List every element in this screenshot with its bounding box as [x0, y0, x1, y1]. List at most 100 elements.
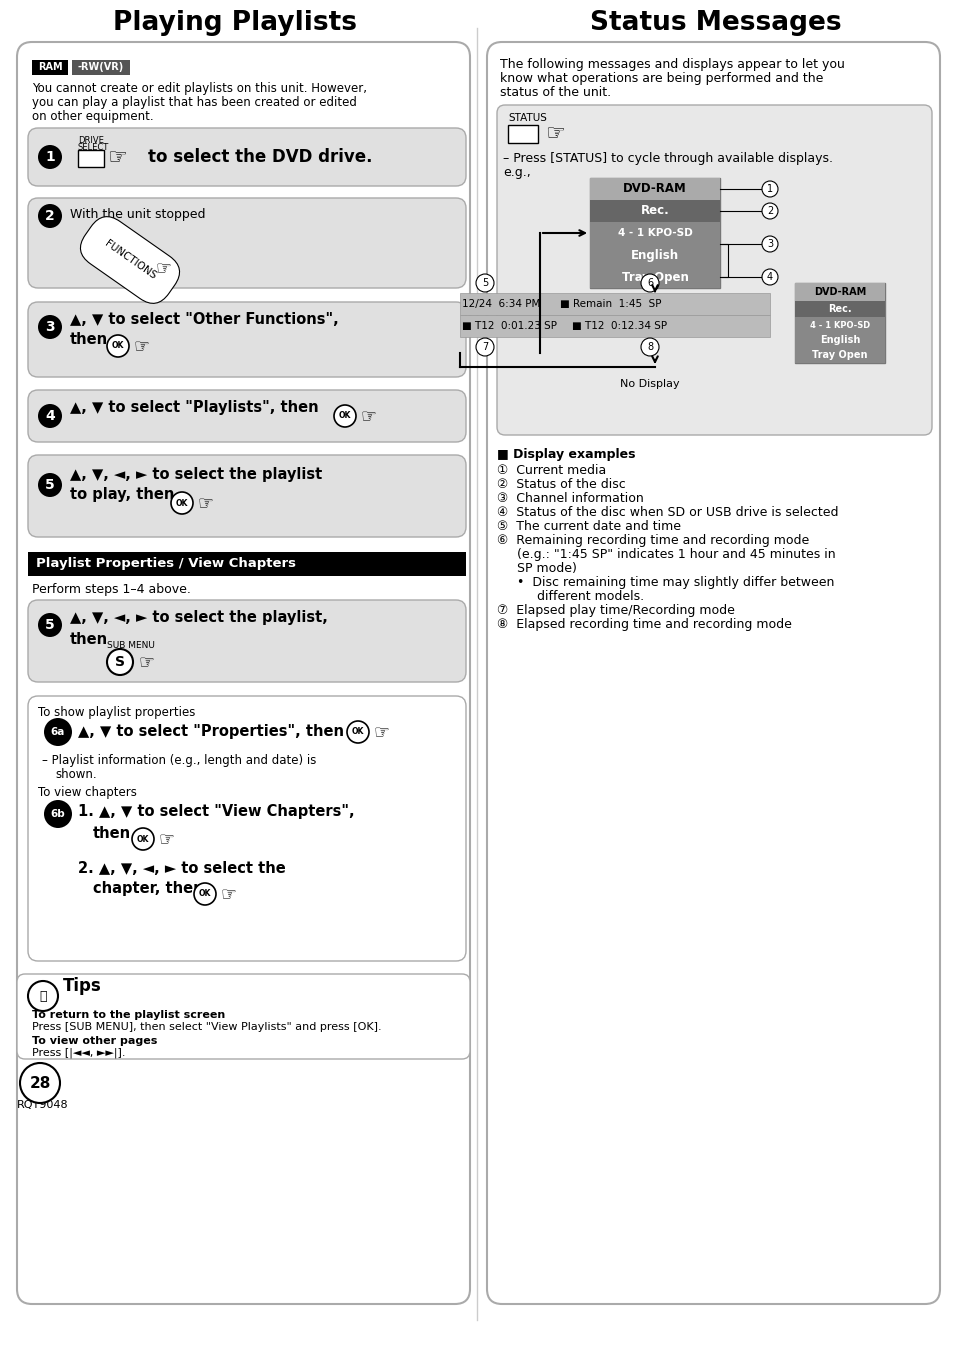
FancyBboxPatch shape [589, 245, 720, 266]
Text: RQT9048: RQT9048 [17, 1100, 69, 1111]
Text: ③  Channel information: ③ Channel information [497, 492, 643, 505]
Text: To view chapters: To view chapters [38, 786, 136, 798]
FancyBboxPatch shape [794, 332, 884, 349]
Circle shape [761, 181, 778, 197]
Text: FUNCTIONS: FUNCTIONS [102, 239, 157, 281]
FancyBboxPatch shape [507, 126, 537, 143]
FancyBboxPatch shape [589, 178, 720, 288]
Text: 2: 2 [45, 209, 55, 223]
Circle shape [761, 203, 778, 219]
Text: OK: OK [338, 412, 351, 420]
FancyBboxPatch shape [794, 349, 884, 363]
Circle shape [44, 800, 71, 828]
Circle shape [347, 721, 369, 743]
Text: you can play a playlist that has been created or edited: you can play a playlist that has been cr… [32, 96, 356, 109]
Text: ⑤  The current date and time: ⑤ The current date and time [497, 520, 680, 534]
Text: ☞: ☞ [132, 336, 149, 355]
Text: ▲, ▼, ◄, ► to select the playlist,: ▲, ▼, ◄, ► to select the playlist, [70, 611, 328, 626]
Circle shape [476, 338, 494, 357]
Text: With the unit stopped: With the unit stopped [70, 208, 205, 222]
Text: 6: 6 [646, 278, 653, 288]
Text: e.g.,: e.g., [502, 166, 530, 178]
FancyBboxPatch shape [28, 553, 465, 576]
Text: ⑥  Remaining recording time and recording mode: ⑥ Remaining recording time and recording… [497, 534, 808, 547]
Text: -RW(VR): -RW(VR) [78, 62, 124, 73]
Text: to select the DVD drive.: to select the DVD drive. [148, 149, 372, 166]
Text: 4 - 1 KPO-SD: 4 - 1 KPO-SD [617, 228, 692, 238]
Text: shown.: shown. [55, 767, 96, 781]
Text: 2: 2 [766, 205, 772, 216]
Text: SUB MENU: SUB MENU [107, 642, 154, 650]
Text: ④  Status of the disc when SD or USB drive is selected: ④ Status of the disc when SD or USB driv… [497, 507, 838, 519]
Text: ☞: ☞ [154, 259, 171, 277]
Text: STATUS: STATUS [507, 113, 546, 123]
Circle shape [28, 981, 58, 1011]
Text: DVD-RAM: DVD-RAM [813, 286, 865, 297]
Text: ☞: ☞ [196, 494, 213, 512]
Circle shape [476, 274, 494, 292]
Text: – Press [STATUS] to cycle through available displays.: – Press [STATUS] to cycle through availa… [502, 153, 832, 165]
FancyBboxPatch shape [17, 974, 470, 1059]
Text: 3: 3 [766, 239, 772, 249]
FancyBboxPatch shape [28, 303, 465, 377]
Text: 2. ▲, ▼, ◄, ► to select the: 2. ▲, ▼, ◄, ► to select the [78, 861, 286, 875]
Text: 1. ▲, ▼ to select "View Chapters",: 1. ▲, ▼ to select "View Chapters", [78, 804, 355, 819]
Text: ②  Status of the disc: ② Status of the disc [497, 478, 625, 490]
Text: ☞: ☞ [359, 407, 375, 426]
FancyBboxPatch shape [589, 200, 720, 222]
FancyBboxPatch shape [28, 696, 465, 961]
Circle shape [38, 613, 62, 638]
FancyBboxPatch shape [589, 178, 720, 200]
FancyBboxPatch shape [486, 42, 939, 1304]
FancyBboxPatch shape [78, 150, 104, 168]
Text: English: English [630, 249, 679, 262]
FancyBboxPatch shape [28, 600, 465, 682]
Text: 6b: 6b [51, 809, 66, 819]
FancyBboxPatch shape [794, 282, 884, 301]
Text: Tray Open: Tray Open [811, 350, 867, 359]
FancyBboxPatch shape [28, 199, 465, 288]
FancyBboxPatch shape [589, 222, 720, 245]
Text: ①  Current media: ① Current media [497, 463, 605, 477]
Circle shape [38, 145, 62, 169]
Text: to play, then: to play, then [70, 486, 174, 503]
Circle shape [171, 492, 193, 513]
Text: SP mode): SP mode) [497, 562, 577, 576]
Text: OK: OK [112, 342, 124, 350]
Text: Rec.: Rec. [827, 304, 851, 313]
FancyBboxPatch shape [17, 42, 470, 1304]
Circle shape [640, 338, 659, 357]
Text: 4 - 1 KPO-SD: 4 - 1 KPO-SD [809, 320, 869, 330]
Text: S: S [115, 655, 125, 669]
Text: English: English [819, 335, 860, 345]
Text: Press [|◄◄, ►►|].: Press [|◄◄, ►►|]. [32, 1048, 126, 1058]
Circle shape [44, 717, 71, 746]
Text: then: then [70, 632, 108, 647]
Text: 8: 8 [646, 342, 653, 353]
Text: chapter, then: chapter, then [92, 881, 203, 896]
Circle shape [107, 335, 129, 357]
Text: The following messages and displays appear to let you: The following messages and displays appe… [499, 58, 844, 72]
Text: Tips: Tips [63, 977, 102, 994]
Text: 3: 3 [45, 320, 54, 334]
Text: Tray Open: Tray Open [621, 270, 688, 284]
Text: To show playlist properties: To show playlist properties [38, 707, 195, 719]
Text: OK: OK [198, 889, 211, 898]
Text: Status Messages: Status Messages [590, 9, 841, 36]
Text: 28: 28 [30, 1075, 51, 1090]
Text: then: then [92, 825, 131, 842]
Text: ▲, ▼ to select "Other Functions",: ▲, ▼ to select "Other Functions", [70, 312, 338, 327]
Text: 5: 5 [481, 278, 488, 288]
Text: Press [SUB MENU], then select "View Playlists" and press [OK].: Press [SUB MENU], then select "View Play… [32, 1021, 381, 1032]
Circle shape [38, 473, 62, 497]
Text: ■ Remain  1:45  SP: ■ Remain 1:45 SP [559, 299, 660, 309]
Circle shape [38, 315, 62, 339]
Text: ☞: ☞ [138, 653, 154, 671]
Text: 4: 4 [766, 272, 772, 282]
Text: 6a: 6a [51, 727, 65, 738]
Text: You cannot create or edit playlists on this unit. However,: You cannot create or edit playlists on t… [32, 82, 367, 95]
FancyBboxPatch shape [71, 59, 130, 76]
Text: ☞: ☞ [544, 124, 564, 145]
Circle shape [761, 269, 778, 285]
Text: SELECT: SELECT [78, 143, 110, 153]
